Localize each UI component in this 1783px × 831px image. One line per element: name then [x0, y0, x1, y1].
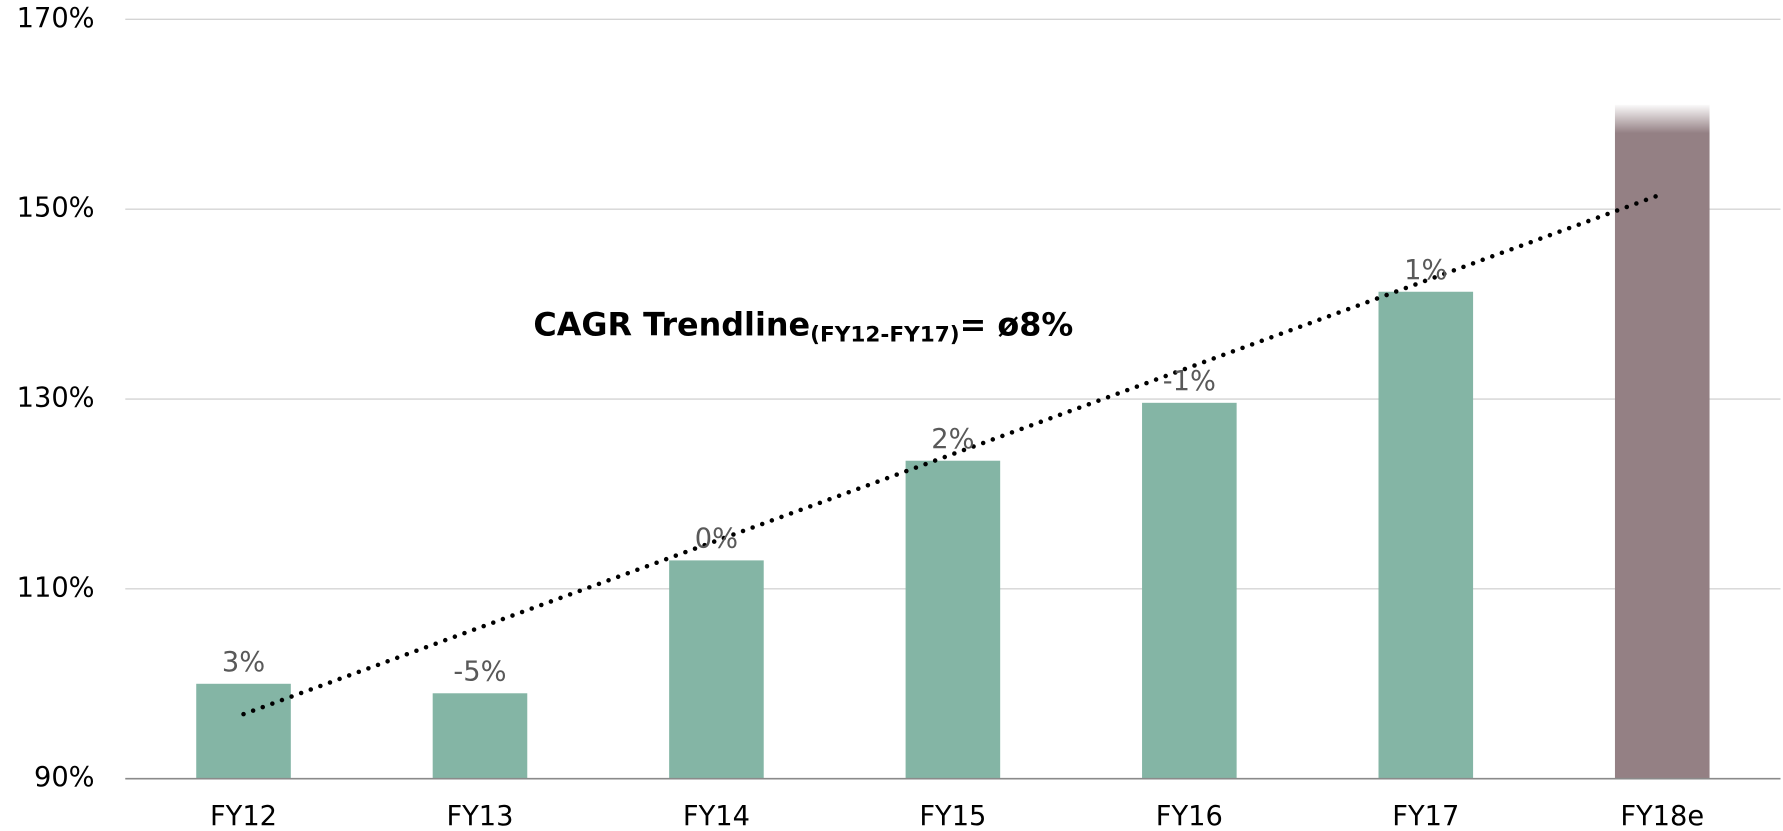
bar	[1378, 291, 1474, 779]
x-tick-label: FY17	[1392, 801, 1459, 831]
bar-annotation: 2%	[931, 424, 974, 455]
trend-annotation: CAGR Trendline(FY12-FY17)= ø8%	[533, 305, 1073, 347]
annotation-suffix: = ø8%	[960, 305, 1074, 343]
bar	[1614, 104, 1710, 779]
bar-fade	[1613, 103, 1711, 134]
bar-annotation: 3%	[222, 647, 265, 678]
bar	[196, 683, 291, 779]
x-tick-label: FY12	[210, 801, 277, 831]
y-tick-label: 150%	[17, 193, 95, 224]
x-tick-label: FY16	[1156, 801, 1223, 831]
annotation-subscript: (FY12-FY17)	[810, 322, 959, 347]
bar-annotation: 1%	[1404, 255, 1447, 286]
bar	[1142, 402, 1237, 779]
x-tick-label: FY15	[919, 801, 986, 831]
y-tick-label: 90%	[34, 762, 95, 793]
bar	[905, 460, 1001, 779]
bar-annotation: -1%	[1163, 366, 1216, 397]
annotation-text: CAGR Trendline	[533, 305, 810, 343]
bar	[432, 693, 528, 779]
bar-annotation: 0%	[695, 523, 738, 554]
bar-annotation: -5%	[453, 656, 506, 687]
trendline	[241, 191, 1665, 717]
bar	[669, 560, 764, 779]
x-tick-label: FY13	[446, 801, 513, 831]
y-tick-label: 130%	[17, 383, 95, 414]
y-tick-label: 110%	[17, 572, 95, 603]
y-tick-label: 170%	[17, 3, 95, 34]
x-tick-label: FY18e	[1620, 801, 1704, 831]
x-tick-label: FY14	[683, 801, 750, 831]
